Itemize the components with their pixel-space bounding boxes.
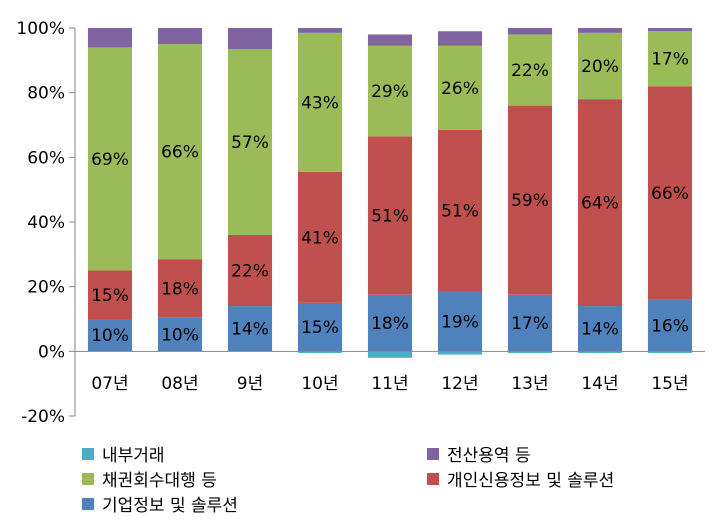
data-label: 14%	[581, 320, 619, 340]
y-tick-label: 100%	[16, 19, 65, 39]
x-tick-label: 9년	[237, 374, 263, 394]
x-tick-label: 15년	[651, 374, 688, 394]
bar-segment	[647, 86, 693, 300]
bar-segment	[367, 34, 413, 46]
x-tick-label: 12년	[441, 374, 478, 394]
data-label: 19%	[441, 312, 479, 332]
data-label: 10%	[161, 325, 199, 345]
bar-segment	[367, 294, 413, 352]
x-tick-label: 07년	[91, 374, 128, 394]
data-label: 51%	[441, 202, 479, 222]
bar-segment	[507, 105, 553, 295]
bar-segment	[367, 45, 413, 137]
data-label: 10%	[91, 326, 129, 346]
bar-segment	[577, 28, 623, 33]
bar-segment	[437, 45, 483, 130]
bar-segment	[157, 317, 203, 352]
bar-segment	[577, 351, 623, 353]
bar-segment	[577, 306, 623, 352]
data-label: 15%	[91, 286, 129, 306]
y-tick-label: 20%	[27, 278, 65, 298]
bar-segment	[577, 32, 623, 100]
bar-segment	[157, 44, 203, 260]
bar-segment	[87, 47, 133, 271]
data-label: 16%	[651, 316, 689, 336]
x-tick-label: 08년	[161, 374, 198, 394]
data-label: 69%	[91, 150, 129, 170]
bar-segment	[437, 129, 483, 292]
bar-segment	[297, 28, 343, 33]
y-tick-label: 60%	[27, 148, 65, 168]
data-label: 15%	[301, 318, 339, 338]
data-label: 20%	[581, 57, 619, 77]
x-tick-label: 11년	[371, 374, 408, 394]
bar-segment	[437, 31, 483, 46]
bar-segment	[157, 28, 203, 45]
bar-segment	[367, 351, 413, 358]
bar-segment	[507, 28, 553, 35]
bar-segment	[297, 171, 343, 303]
data-label: 43%	[301, 93, 339, 113]
data-label: 57%	[231, 133, 269, 153]
data-label: 26%	[441, 79, 479, 99]
data-label: 14%	[231, 320, 269, 340]
bar-segment	[227, 306, 273, 352]
bar-segment	[577, 99, 623, 307]
bar-segment	[507, 351, 553, 353]
bar-segment	[87, 319, 133, 352]
bar-segment	[367, 136, 413, 295]
data-label: 64%	[581, 194, 619, 214]
bar-segment	[507, 294, 553, 352]
bar-segment	[647, 31, 693, 87]
bar-segment	[157, 259, 203, 318]
x-tick-label: 10년	[301, 374, 338, 394]
data-label: 17%	[651, 50, 689, 70]
x-tick-label: 13년	[511, 374, 548, 394]
bar-segment	[297, 302, 343, 352]
y-tick-label: 80%	[27, 84, 65, 104]
data-label: 18%	[371, 314, 409, 334]
bar-segment	[227, 28, 273, 50]
data-label: 22%	[231, 262, 269, 282]
bar-segment	[507, 34, 553, 106]
bar-segment	[87, 270, 133, 319]
bar-segment	[647, 299, 693, 352]
bar-segment	[437, 351, 483, 355]
data-label: 66%	[161, 143, 199, 163]
data-label: 18%	[161, 279, 199, 299]
data-label: 66%	[651, 184, 689, 204]
data-label: 51%	[371, 207, 409, 227]
bar-segment	[297, 32, 343, 172]
y-tick-label: 40%	[27, 213, 65, 233]
data-label: 29%	[371, 82, 409, 102]
bar-segment	[297, 351, 343, 353]
y-tick-label: 0%	[38, 342, 65, 362]
y-tick-label: -20%	[21, 407, 65, 427]
bar-segment	[647, 28, 693, 32]
bar-segment	[647, 351, 693, 353]
bar-segment	[227, 49, 273, 235]
data-label: 17%	[511, 314, 549, 334]
data-label: 59%	[511, 191, 549, 211]
data-label: 22%	[511, 61, 549, 81]
x-tick-label: 14년	[581, 374, 618, 394]
bar-segment	[87, 28, 133, 48]
bar-segment	[227, 234, 273, 307]
bar-segment	[437, 291, 483, 352]
data-label: 41%	[301, 228, 339, 248]
